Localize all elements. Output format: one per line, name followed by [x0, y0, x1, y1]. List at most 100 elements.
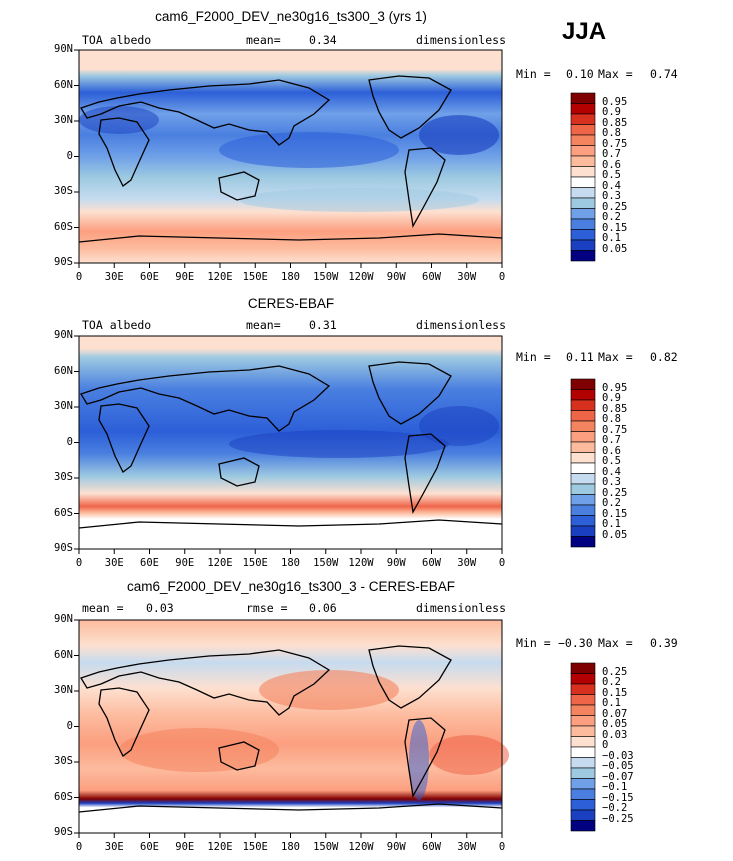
panel-3-mean-value: 0.03 — [146, 601, 174, 615]
colorbar-2-label: 0.5 — [602, 455, 621, 467]
panel-2-lon-label: 30W — [457, 557, 477, 569]
colorbar-2-label: 0.75 — [602, 423, 628, 436]
panel-3-lon-label: 120E — [207, 841, 233, 853]
panel-3-lat-label: 30N — [54, 684, 73, 696]
colorbar-1-label: 0.85 — [602, 116, 628, 129]
colorbar-swatch — [570, 250, 596, 262]
panel-2-max-value: 0.82 — [650, 350, 678, 364]
colorbar-2-label: 0.2 — [602, 497, 621, 509]
panel-1-lon-label: 0 — [498, 271, 506, 283]
panel-1-mean-label: mean= — [246, 33, 281, 47]
panel-1-lon-label: 150W — [313, 271, 339, 283]
panel-2-lon-label: 90E — [175, 557, 195, 569]
colorbar-swatch — [570, 525, 596, 537]
colorbar-swatch — [570, 92, 596, 104]
colorbar-swatch — [570, 494, 596, 506]
colorbar-swatch — [570, 694, 596, 706]
colorbar-2-label: 0.8 — [602, 413, 621, 425]
panel-3-lon-label: 60E — [140, 841, 159, 853]
panel-1-mean-value: 0.34 — [309, 33, 337, 47]
panel-3-lon-label: 150E — [242, 841, 268, 853]
panel-2-map — [78, 335, 503, 550]
panel-3-min-value: −0.30 — [558, 636, 593, 650]
panel-2-title: CERES-EBAF — [247, 296, 335, 311]
colorbar-2-label: 0.3 — [602, 476, 621, 488]
colorbar-swatch — [570, 197, 596, 209]
colorbar-3-label: 0.1 — [602, 697, 621, 709]
colorbar-2-label: 0.25 — [602, 486, 628, 499]
colorbar-2-label: 0.7 — [602, 434, 621, 446]
panel-1-min-label: Min = — [516, 67, 551, 81]
colorbar-swatch — [570, 113, 596, 125]
colorbar-2-label: 0.4 — [602, 465, 621, 478]
panel-1-units-label: dimensionless — [416, 33, 507, 47]
colorbar-swatch — [570, 441, 596, 453]
panel-3-rmse-value: 0.06 — [309, 601, 337, 615]
colorbar-1-label: 0.8 — [602, 127, 621, 139]
colorbar-2-label: 0.6 — [602, 444, 621, 457]
colorbar-swatch — [570, 483, 596, 495]
colorbar-swatch — [570, 410, 596, 422]
panel-2-max-label: Max = — [598, 350, 633, 364]
colorbar-swatch — [570, 504, 596, 516]
panel-1-lon-label: 90E — [175, 271, 195, 283]
colorbar-3-label: −0.15 — [602, 791, 634, 804]
panel-2-lat-label: 90N — [54, 329, 73, 341]
panel-3-map — [78, 619, 509, 834]
colorbar-swatch — [570, 788, 596, 800]
colorbar-3-label: −0.25 — [602, 812, 634, 825]
panel-2-lat-label: 30N — [54, 400, 73, 412]
panel-2-mean-value: 0.31 — [309, 318, 337, 332]
colorbar-1-label: 0.25 — [602, 200, 628, 213]
colorbar-1-label: 0.7 — [602, 148, 621, 160]
panel-1-lat-label: 90N — [54, 43, 73, 55]
colorbar-3 — [570, 662, 596, 832]
panel-1-lon-label: 30E — [104, 271, 124, 283]
colorbar-1-label: 0.95 — [602, 95, 628, 108]
panel-3-lat-label: 90N — [54, 613, 73, 625]
panel-2-lat-label: 0 — [66, 435, 73, 448]
colorbar-3-label: 0.25 — [602, 665, 628, 678]
colorbar-swatch — [570, 134, 596, 146]
colorbar-3-label: −0.03 — [602, 749, 634, 762]
panel-3-lat-label: 30S — [54, 755, 73, 767]
panel-1-lat-label: 30N — [54, 114, 73, 126]
colorbar-swatch — [570, 389, 596, 401]
panel-3-lon-label: 60W — [422, 841, 441, 853]
colorbar-swatch — [570, 683, 596, 695]
colorbar-swatch — [570, 662, 596, 674]
panel-2-units-label: dimensionless — [416, 318, 507, 332]
panel-2-lat-label: 60N — [54, 364, 73, 377]
colorbar-3-label: −0.07 — [602, 770, 634, 783]
panel-3-lon-label: 150W — [313, 841, 339, 853]
colorbar-swatch — [570, 725, 596, 737]
colorbar-3-label: 0.15 — [602, 686, 628, 699]
panel-2-lon-label: 150W — [313, 557, 339, 569]
colorbar-2 — [570, 378, 596, 548]
colorbar-swatch — [570, 155, 596, 167]
panel-2-min-value: 0.11 — [566, 350, 594, 364]
panel-2-lon-label: 60E — [140, 557, 159, 569]
colorbar-swatch — [570, 473, 596, 485]
colorbar-1-label: 0.9 — [602, 106, 621, 118]
panel-2-lon-label: 0 — [498, 557, 506, 569]
panel-3-lon-label: 0 — [498, 841, 506, 853]
colorbar-1 — [570, 92, 596, 262]
panel-3-mean-label: mean = — [82, 601, 124, 615]
panel-3-tickmarks — [74, 619, 503, 838]
colorbar-swatch — [570, 166, 596, 178]
panel-2-lon-label: 0 — [75, 557, 83, 569]
panel-3-lat-label: 60N — [54, 648, 73, 661]
colorbar-swatch — [570, 399, 596, 411]
panel-1-tickmarks — [74, 49, 503, 268]
colorbar-swatch — [570, 145, 596, 157]
panel-2-lat-label: 90S — [54, 542, 73, 554]
colorbar-swatch — [570, 704, 596, 716]
panel-1-max-label: Max = — [598, 67, 633, 81]
panel-3-lon-label: 180 — [281, 841, 300, 853]
colorbar-3-label: −0.05 — [602, 760, 634, 772]
colorbar-swatch — [570, 420, 596, 432]
colorbar-swatch — [570, 218, 596, 230]
colorbar-swatch — [570, 799, 596, 811]
colorbar-1-label: 0.15 — [602, 221, 628, 234]
